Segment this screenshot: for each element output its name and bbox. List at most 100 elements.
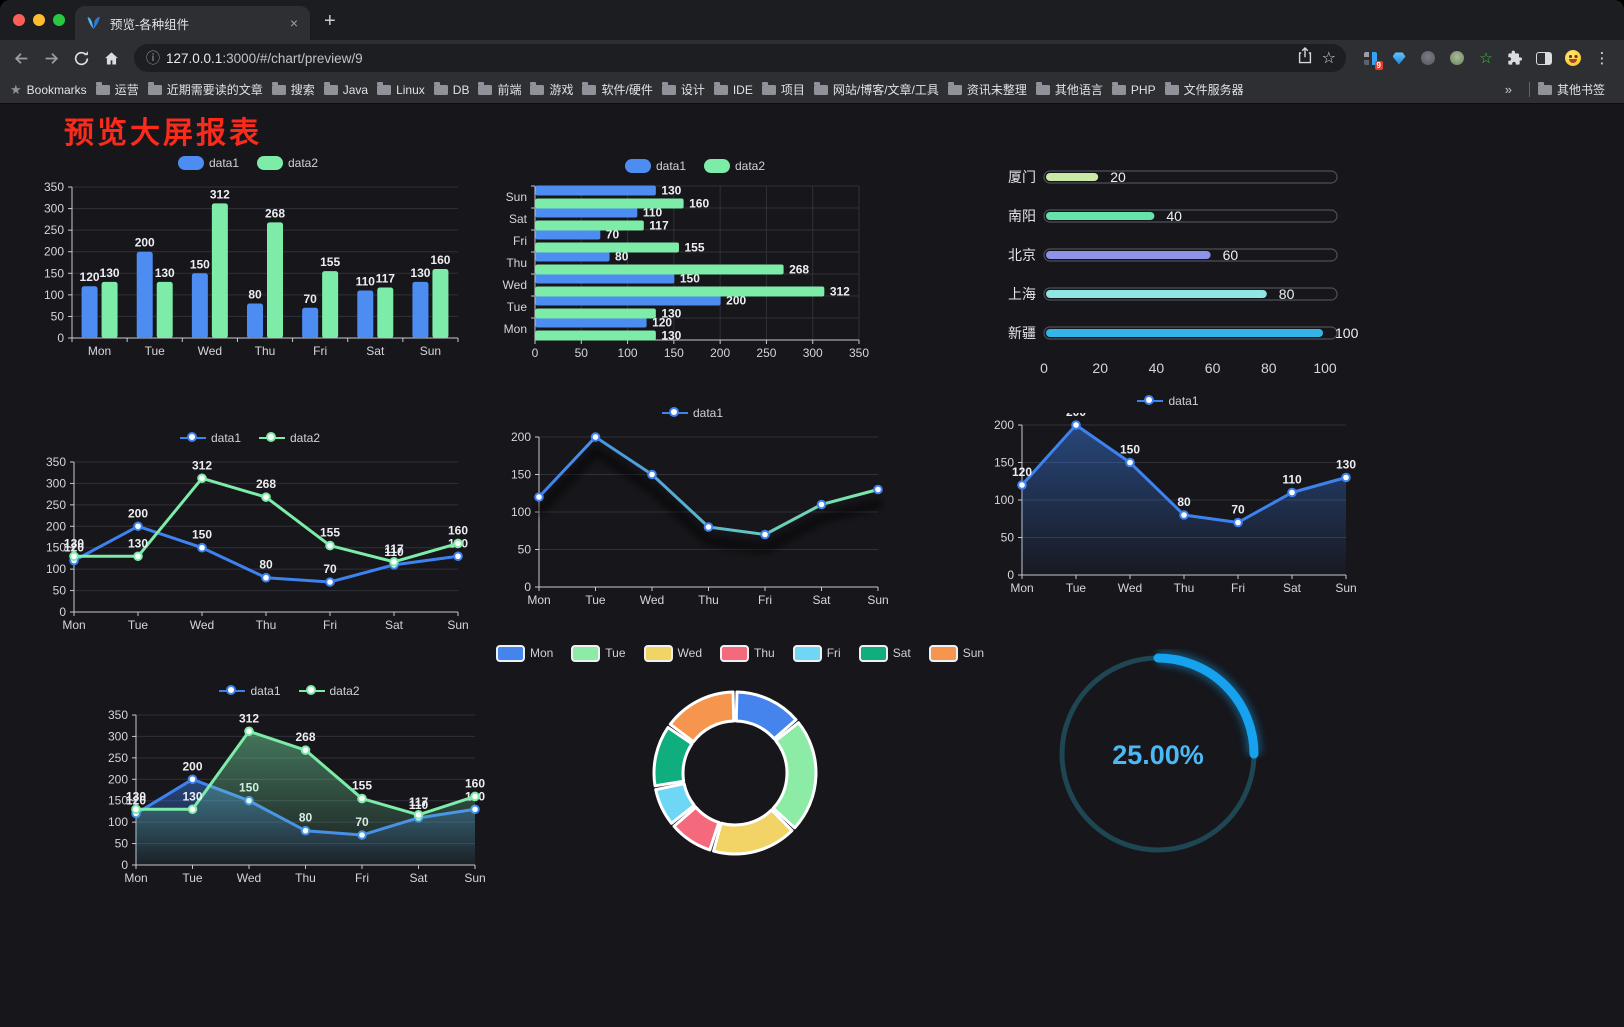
bookmark-folder-list: 运营 近期需要读的文章 搜索 Java Linux DB 前端 游戏 软件/硬件 设计 IDE 项目 网… [95,81,1253,98]
svg-text:Sun: Sun [867,593,888,607]
legend-label: data1 [1168,394,1199,408]
bookmark-folder[interactable]: 软件/硬件 [582,81,653,98]
svg-text:250: 250 [46,498,66,512]
bookmark-folder[interactable]: 搜索 [271,81,315,98]
address-bar[interactable]: ⓘ 127.0.0.1:3000/#/chart/preview/9 ☆ [134,44,1346,72]
legend-item-data1[interactable]: data1 [661,406,723,420]
legend-label: data2 [735,159,766,173]
bookmarks-root[interactable]: ★ Bookmarks [10,82,87,98]
extension-icon-gray-circle[interactable] [1418,48,1438,68]
extension-icon-grid[interactable]: 9 [1360,48,1383,70]
svg-text:312: 312 [192,458,212,472]
legend-item-Sun[interactable]: Sun [928,644,985,662]
bookmark-folder[interactable]: 游戏 [530,81,573,98]
share-icon[interactable] [1298,47,1312,69]
svg-text:100: 100 [1313,360,1337,376]
svg-text:100: 100 [44,288,64,302]
bookmark-folder[interactable]: 项目 [761,81,805,98]
legend-item-data2[interactable]: data2 [704,159,765,173]
bookmark-folder[interactable]: 其他语言 [1035,81,1103,98]
legend-item-Thu[interactable]: Thu [720,644,775,662]
bookmark-folder[interactable]: 文件服务器 [1164,81,1244,98]
legend-item-Mon[interactable]: Mon [495,644,553,662]
svg-text:110: 110 [1282,473,1302,487]
tab-close-icon[interactable]: × [289,15,298,31]
svg-text:Tue: Tue [182,871,203,885]
chart-line-gradient: data1 0 50 100 150 200 Mon Tue Wed Thu Fri Sat Sun [495,401,890,613]
bookmark-folder-label: IDE [732,82,753,97]
reload-button[interactable] [68,45,94,71]
bookmark-folder[interactable]: 资讯未整理 [947,81,1027,98]
legend-swatch-icon [928,644,958,662]
url-host: 127.0.0.1 [166,50,223,66]
extension-icon-gem[interactable] [1389,48,1409,68]
legend-item-data2[interactable]: data2 [259,431,320,445]
bookmarks-overflow-chevron[interactable]: » [1504,82,1512,97]
home-button[interactable] [98,45,124,71]
svg-text:160: 160 [448,523,468,537]
legend-item-data1[interactable]: data1 [219,684,281,698]
chart-bar-horizontal: data1 data2 0 50 100 150 200 250 300 350 Sun Sat Fri… [495,154,895,366]
window-zoom-button[interactable] [53,14,65,26]
bookmark-folder-label: 搜索 [290,83,315,97]
svg-text:20: 20 [1110,169,1126,185]
new-tab-button[interactable]: + [324,10,336,32]
chart-ring-progress: 25.00% [1048,649,1268,864]
bookmark-folder[interactable]: PHP [1111,81,1156,97]
legend-item-data1[interactable]: data1 [177,156,239,170]
svg-text:160: 160 [465,776,485,790]
bookmark-folder[interactable]: DB [433,81,469,97]
bookmark-folder[interactable]: 运营 [95,81,139,98]
legend-item-data1[interactable]: data1 [179,431,241,445]
extensions-puzzle-icon[interactable] [1505,48,1525,68]
extension-icon-green-circle[interactable] [1447,48,1467,68]
bookmark-star-icon[interactable]: ☆ [1321,50,1336,67]
url-text[interactable]: 127.0.0.1:3000/#/chart/preview/9 [166,51,1290,66]
bookmark-folder[interactable]: Java [323,81,368,97]
legend-item-Wed[interactable]: Wed [643,644,702,662]
extension-grid-glyph [1363,51,1377,65]
svg-text:268: 268 [295,730,315,744]
svg-text:20: 20 [1092,360,1108,376]
legend-item-data1[interactable]: data1 [1137,394,1199,408]
forward-button[interactable] [38,45,64,71]
svg-text:50: 50 [1001,531,1015,545]
side-panel-icon[interactable] [1534,48,1554,68]
legend-item-Tue[interactable]: Tue [571,644,626,662]
bookmark-folder[interactable]: 设计 [661,81,705,98]
legend-item-data2[interactable]: data2 [257,156,318,170]
svg-text:100: 100 [994,493,1014,507]
bookmark-folder[interactable]: Linux [377,81,425,97]
bookmark-folder-label: Linux [396,82,425,97]
folder-icon [1537,81,1552,95]
svg-text:0: 0 [532,346,539,360]
svg-text:Fri: Fri [323,618,337,632]
extension-icon-emoji[interactable] [1563,48,1583,68]
browser-tab[interactable]: 预览-各种组件 × [75,6,310,40]
bookmark-folder[interactable]: 网站/博客/文章/工具 [813,81,939,98]
svg-text:130: 130 [661,329,681,343]
bookmark-folder[interactable]: 近期需要读的文章 [147,81,263,98]
legend-item-Fri[interactable]: Fri [792,644,841,662]
site-info-icon[interactable]: ⓘ [146,50,160,66]
bookmark-folder[interactable]: IDE [713,81,753,97]
legend-item-Sat[interactable]: Sat [858,644,911,662]
window-close-button[interactable] [13,14,25,26]
svg-text:Tue: Tue [128,618,149,632]
legend-label: Sun [962,646,985,660]
bookmark-folder[interactable]: 前端 [478,81,521,98]
legend-item-data2[interactable]: data2 [298,684,360,698]
back-button[interactable] [8,45,34,71]
legend-swatch-icon [495,644,525,662]
browser-menu-icon[interactable]: ⋮ [1594,50,1610,67]
extension-icon-green-star[interactable]: ☆ [1479,50,1493,67]
legend-swatch-icon [259,433,285,442]
svg-text:120: 120 [64,541,84,555]
svg-text:40: 40 [1166,208,1182,224]
svg-text:Fri: Fri [758,593,772,607]
svg-text:200: 200 [1066,413,1086,419]
other-bookmarks-folder[interactable]: 其他书签 [1537,81,1605,98]
window-minimize-button[interactable] [33,14,45,26]
legend-item-data1[interactable]: data1 [624,159,686,173]
